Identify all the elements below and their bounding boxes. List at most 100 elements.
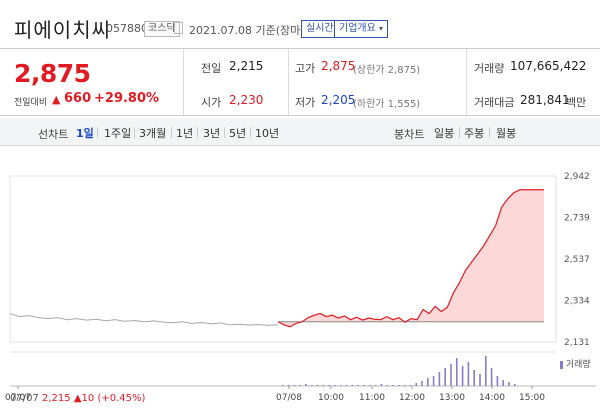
volume-bar xyxy=(432,376,435,386)
volume-bar xyxy=(386,385,388,386)
period-daily[interactable]: 일봉 xyxy=(434,127,455,140)
date-text: 2021.07.08 기준(장마감) xyxy=(189,24,315,37)
volume-bar xyxy=(357,385,359,386)
volume-bar xyxy=(340,385,342,386)
prev-day-summary: 07/07 2,215 ▲10 (+0.45%) xyxy=(10,393,145,404)
y-tick-label: 2,537 xyxy=(564,255,590,265)
volume-bar xyxy=(456,358,458,386)
up-arrow-icon: ▲ xyxy=(52,93,61,106)
prev-day-price: 2,215 xyxy=(42,393,71,404)
volume-bar xyxy=(334,385,336,386)
divider xyxy=(288,49,289,115)
period-1w[interactable]: 1주일 xyxy=(104,127,132,140)
open-label: 시가 xyxy=(201,96,222,109)
volume-bar xyxy=(398,385,400,386)
price-chart[interactable]: 2,942 2,739 2,537 2,334 2,131 07/07 07/08 10:00… xyxy=(0,146,600,419)
period-monthly[interactable]: 월봉 xyxy=(496,127,517,140)
volume-bar xyxy=(380,384,383,386)
divider xyxy=(250,127,251,138)
x-tick-label: 15:00 xyxy=(519,393,545,403)
volume-bar xyxy=(438,372,441,386)
document-icon xyxy=(174,22,183,34)
current-price: 2,875 xyxy=(14,59,91,88)
prev-day-change: ▲10 (+0.45%) xyxy=(73,393,146,404)
divider xyxy=(197,127,198,138)
volume-bar xyxy=(415,383,417,386)
divider xyxy=(489,127,490,138)
volume-label: 거래량 xyxy=(474,62,505,75)
volume-legend: 거래량 xyxy=(560,357,591,370)
volume-legend-label: 거래량 xyxy=(565,360,591,370)
volume-bar xyxy=(467,362,470,386)
volume-bar xyxy=(496,376,499,386)
volume-bar xyxy=(369,385,371,386)
volume-bar xyxy=(461,366,464,386)
x-tick-label: 07/08 xyxy=(276,393,302,403)
stock-code: 057880 xyxy=(106,22,148,35)
period-1y[interactable]: 1년 xyxy=(176,127,194,140)
volume-bar xyxy=(450,364,452,386)
stock-header: 피에이치씨 057880 코스닥 2021.07.08 기준(장마감) 실시간 … xyxy=(0,0,600,48)
period-5y[interactable]: 5년 xyxy=(229,127,247,140)
divider xyxy=(134,127,135,138)
price-chart-svg: 2,942 2,739 2,537 2,334 2,131 07/07 07/08 10:00… xyxy=(5,172,596,403)
period-3m[interactable]: 3개월 xyxy=(139,127,167,140)
volume-bar xyxy=(282,385,284,386)
price-change-pct: +29.80% xyxy=(94,91,160,106)
period-weekly[interactable]: 주봉 xyxy=(464,127,485,140)
open-value: 2,230 xyxy=(229,93,264,107)
prev-day-date: 07/07 xyxy=(10,393,39,404)
volume-bar xyxy=(490,368,493,386)
chevron-down-icon: ▾ xyxy=(379,24,384,33)
lower-limit: (하한가 1,555) xyxy=(353,99,421,110)
x-tick-label: 14:00 xyxy=(479,393,505,403)
low-value: 2,205 xyxy=(321,93,356,107)
high-value: 2,875 xyxy=(321,59,356,73)
y-tick-label: 2,942 xyxy=(564,172,590,182)
volume-bar xyxy=(421,381,423,386)
today-price-line xyxy=(277,189,544,328)
price-summary: 2,875 전일대비 ▲ 660 +29.80% 전일 2,215 시가 2,2… xyxy=(0,48,600,116)
volume-bar xyxy=(514,384,516,386)
plot-frame xyxy=(9,175,557,343)
volume-bar xyxy=(287,385,290,386)
divider xyxy=(97,127,98,138)
volume-bar xyxy=(508,382,510,386)
amount-value: 281,841 xyxy=(520,93,570,107)
high-label: 고가 xyxy=(295,62,316,75)
volume-bar xyxy=(299,385,301,386)
upper-limit: (상한가 2,875) xyxy=(353,65,421,76)
stock-name: 피에이치씨 xyxy=(14,18,111,42)
volume-bar xyxy=(444,368,446,386)
volume-bar xyxy=(328,385,330,386)
volume-bar xyxy=(293,385,296,386)
volume-bar xyxy=(392,385,394,386)
price-change: 660 xyxy=(64,91,92,106)
divider xyxy=(224,127,225,138)
volume-bar xyxy=(374,385,377,386)
volume-swatch xyxy=(560,360,563,369)
amount-unit: 백만 xyxy=(566,96,587,109)
realtime-button[interactable]: 실시간 xyxy=(301,20,339,38)
y-tick-label: 2,739 xyxy=(564,214,590,224)
divider xyxy=(459,127,460,138)
company-overview-button[interactable]: 기업개요 ▾ xyxy=(334,20,389,38)
period-1d[interactable]: 1일 xyxy=(76,127,94,140)
candle-chart-label: 봉차트 xyxy=(394,128,425,141)
period-toolbar: 선차트 1일 1주일 3개월 1년 3년 5년 10년 봉차트 일봉 주봉 월봉 xyxy=(0,118,600,146)
volume-bar xyxy=(502,380,504,386)
period-3y[interactable]: 3년 xyxy=(203,127,221,140)
volume-bar xyxy=(473,370,475,386)
company-overview-label: 기업개요 xyxy=(339,23,376,34)
x-tick-label: 11:00 xyxy=(359,393,385,403)
y-tick-label: 2,131 xyxy=(564,338,590,348)
period-10y[interactable]: 10년 xyxy=(255,127,280,140)
divider xyxy=(171,127,172,138)
x-tick-label: 07/07 xyxy=(5,393,31,403)
prev-day-label: 전일대비 xyxy=(14,98,48,108)
x-tick-label: 12:00 xyxy=(399,393,425,403)
volume-bar xyxy=(316,385,319,386)
x-tick-label: 10:00 xyxy=(318,393,344,403)
prev-day-line xyxy=(9,313,279,326)
volume-bar xyxy=(485,356,487,386)
